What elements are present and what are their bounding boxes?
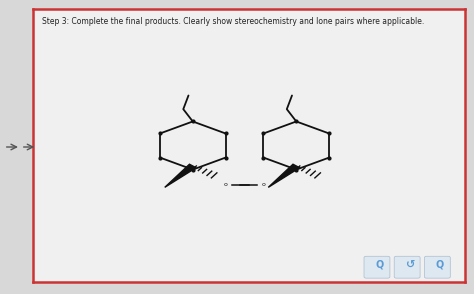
Text: ↺: ↺ [405, 260, 414, 270]
FancyBboxPatch shape [394, 256, 420, 278]
Polygon shape [165, 164, 196, 187]
Text: Step 3: Complete the final products. Clearly show stereochemistry and lone pairs: Step 3: Complete the final products. Cle… [42, 17, 424, 26]
Text: Q: Q [375, 260, 383, 270]
FancyBboxPatch shape [424, 256, 450, 278]
Polygon shape [268, 164, 300, 187]
Text: o: o [262, 182, 266, 187]
Text: o: o [223, 182, 227, 187]
Text: Q: Q [436, 260, 444, 270]
FancyBboxPatch shape [364, 256, 390, 278]
